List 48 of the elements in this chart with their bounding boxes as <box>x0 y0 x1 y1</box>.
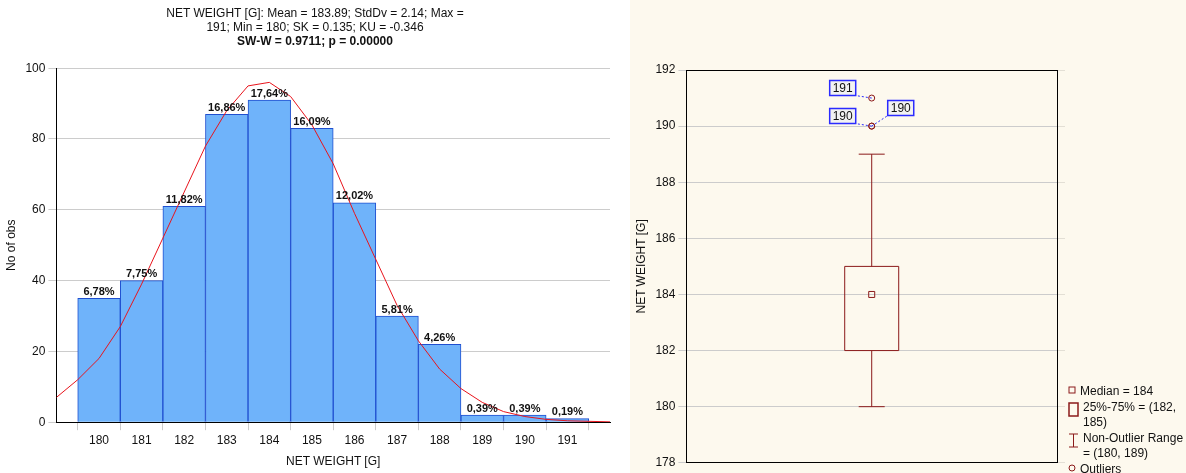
y-tick-label: 0 <box>38 414 46 429</box>
chart-subtitle: SW-W = 0.9711; p = 0.00000 <box>236 34 394 48</box>
y-tick-label: 20 <box>32 343 46 358</box>
text: 25%-75% = (182, 185) <box>1083 400 1178 430</box>
text: Non-Outlier Range = (180, 189) <box>1083 431 1185 461</box>
annotation: 4,26% <box>424 330 456 343</box>
y-tick-label: 60 <box>32 202 46 217</box>
annotation: 0,39% <box>509 401 541 414</box>
x-tick-label: 187 <box>387 432 408 447</box>
annotation: 191 <box>832 80 854 95</box>
annotation: 190 <box>890 100 912 115</box>
annotation: 12,02% <box>335 189 374 202</box>
y-tick-label: 186 <box>655 230 676 245</box>
y-tick-label: 40 <box>32 272 46 287</box>
x-tick-label: 189 <box>472 432 493 447</box>
x-tick-label: 188 <box>429 432 450 447</box>
y-tick-label: 192 <box>655 62 676 77</box>
text: Outliers <box>1080 462 1123 473</box>
y-axis-title: NET WEIGHT [G] <box>633 219 648 314</box>
x-tick-label: 190 <box>514 432 536 447</box>
y-tick-label: 182 <box>655 342 676 357</box>
x-tick-label: 181 <box>131 432 152 447</box>
text: Median = 184 <box>1080 384 1155 399</box>
annotation: 5,81% <box>381 302 413 315</box>
y-tick-label: 80 <box>32 131 46 146</box>
y-tick-label: 184 <box>655 286 676 301</box>
x-axis-title: NET WEIGHT [G] <box>286 454 381 469</box>
annotation: 0,19% <box>551 405 584 418</box>
annotation: 7,75% <box>125 267 158 280</box>
y-tick-label: 178 <box>655 455 676 470</box>
annotation: 17,64% <box>250 86 289 99</box>
y-tick-label: 100 <box>25 60 46 75</box>
y-tick-label: 190 <box>655 118 676 133</box>
annotation: 6,78% <box>83 284 115 297</box>
x-tick-label: 185 <box>301 432 323 447</box>
y-axis-title: No of obs <box>3 219 18 271</box>
x-tick-label: 182 <box>174 432 195 447</box>
y-tick-label: 180 <box>655 399 676 413</box>
annotation: 16,86% <box>208 100 246 113</box>
x-tick-label: 184 <box>259 432 280 447</box>
annotation: 190 <box>832 108 854 123</box>
x-tick-label: 186 <box>344 432 365 447</box>
chart-title: NET WEIGHT [G]: Mean = 183.89; StdDv = 2.14; Max = 191; Min = 180; SK = 0.135; KU = -0.346 <box>165 6 465 34</box>
y-tick-label: 188 <box>655 174 676 189</box>
x-tick-label: 191 <box>557 432 578 447</box>
x-tick-label: 183 <box>216 432 238 447</box>
annotation: 0,39% <box>466 401 499 414</box>
x-tick-label: 180 <box>88 432 110 447</box>
